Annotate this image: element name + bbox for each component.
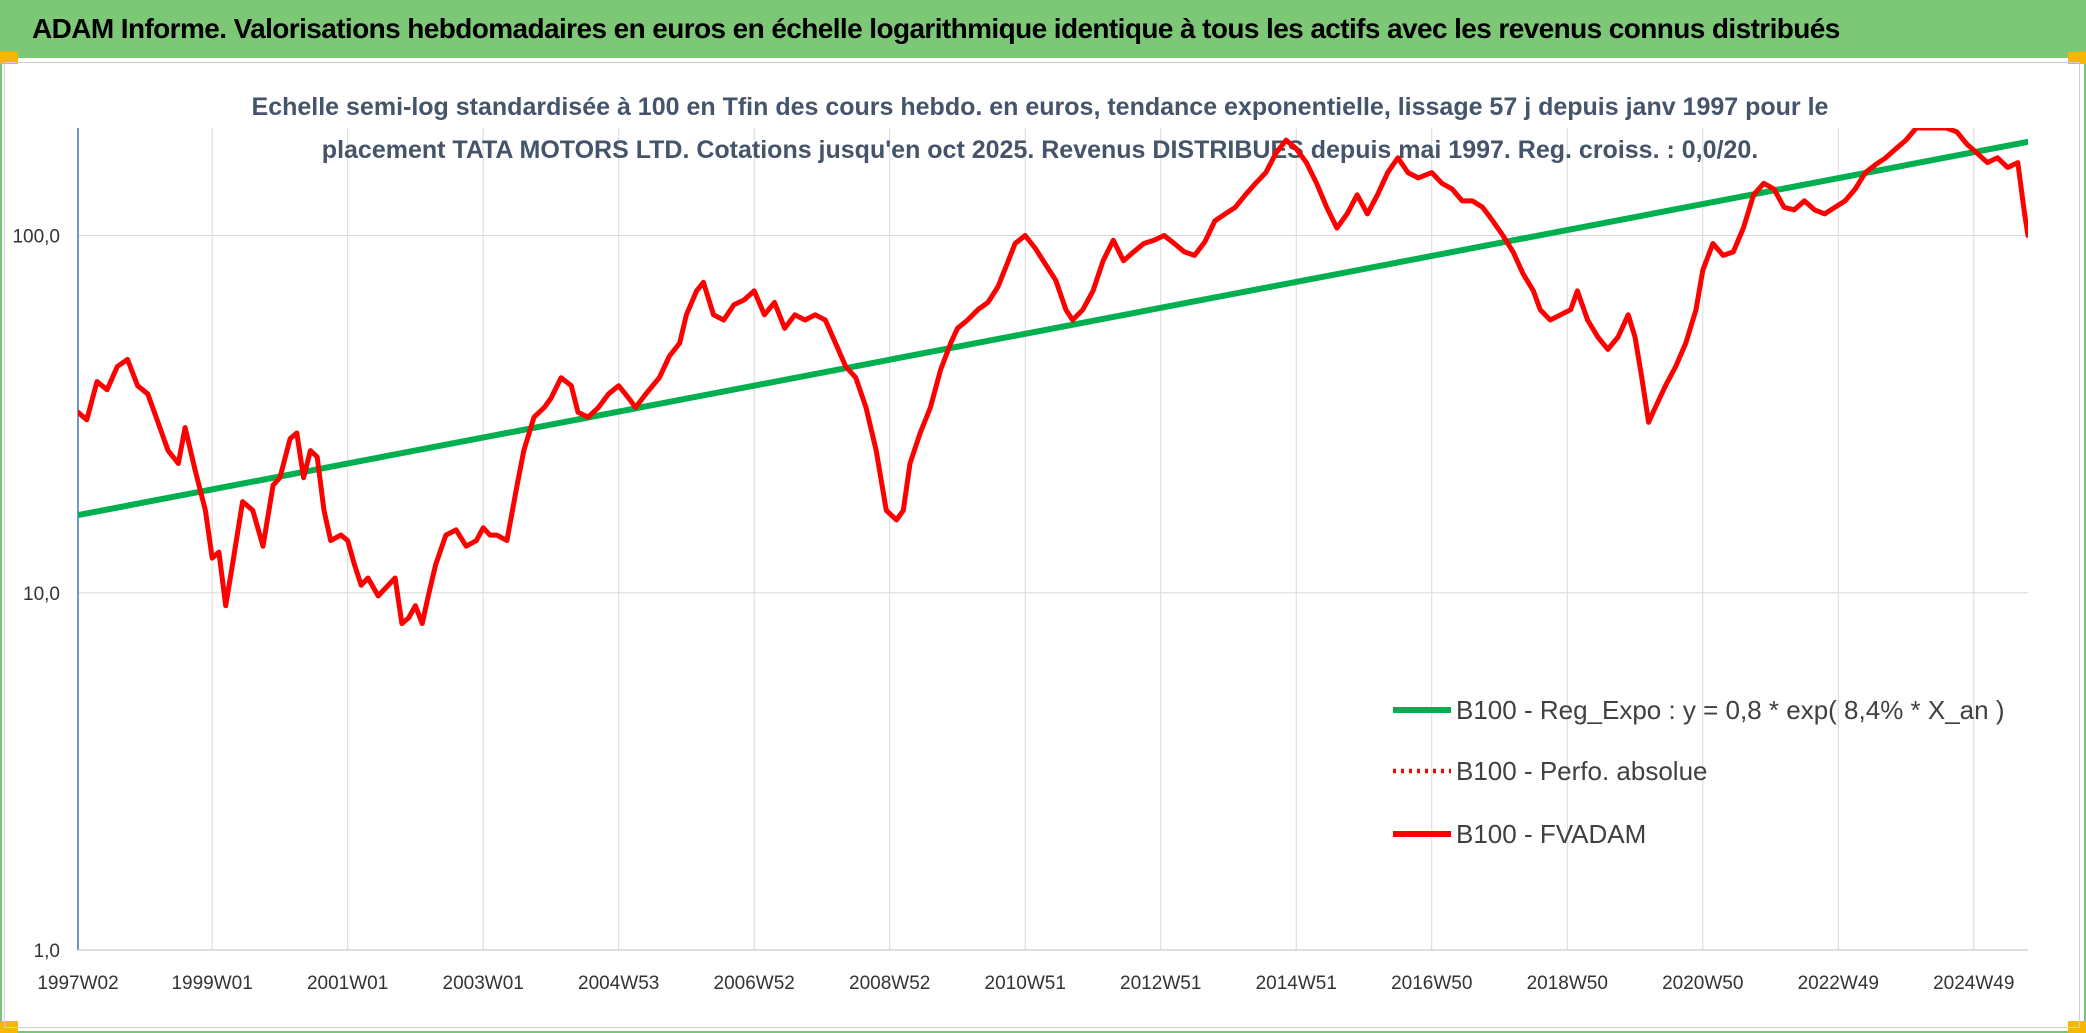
axes: 1997W02 1999W01 2001W01 2003W01 2004W53 2006W… <box>12 128 2028 994</box>
y-tick-label: 100,0 <box>12 227 60 248</box>
x-tick-label: 2004W53 <box>578 973 659 994</box>
legend: B100 - Reg_Expo : y = 0,8 * exp( 8,4% * … <box>1393 695 2005 849</box>
x-tick-label: 2016W50 <box>1391 973 1472 994</box>
x-tick-label: 1999W01 <box>171 973 252 994</box>
x-tick-label: 2020W50 <box>1662 973 1743 994</box>
legend-label-fvadam: B100 - FVADAM <box>1456 819 1646 849</box>
y-tick-label: 1,0 <box>34 941 60 962</box>
x-tick-label: 2012W51 <box>1120 973 1201 994</box>
x-tick-label: 2018W50 <box>1527 973 1608 994</box>
chart-title: Echelle semi-log standardisée à 100 en T… <box>252 93 1829 164</box>
x-tick-label: 2010W51 <box>985 973 1066 994</box>
corner-marker <box>2068 52 2086 64</box>
x-tick-label: 2022W49 <box>1798 973 1879 994</box>
chart-title-line-2: placement TATA MOTORS LTD. Cotations jus… <box>322 136 1758 164</box>
x-tick-label: 2003W01 <box>443 973 524 994</box>
report-title: ADAM Informe. Valorisations hebdomadaire… <box>32 13 1840 44</box>
x-tick-label: 2006W52 <box>714 973 795 994</box>
x-tick-label: 2024W49 <box>1933 973 2014 994</box>
corner-marker <box>0 52 18 64</box>
y-tick-label: 10,0 <box>23 584 60 605</box>
x-tick-label: 2014W51 <box>1256 973 1337 994</box>
legend-label-perfo-absolue: B100 - Perfo. absolue <box>1456 756 1708 786</box>
x-tick-label: 2008W52 <box>849 973 930 994</box>
report-header: ADAM Informe. Valorisations hebdomadaire… <box>0 0 2086 58</box>
chart-title-line-1: Echelle semi-log standardisée à 100 en T… <box>252 93 1829 121</box>
legend-label-regression: B100 - Reg_Expo : y = 0,8 * exp( 8,4% * … <box>1456 695 2005 725</box>
x-tick-label: 1997W02 <box>37 973 118 994</box>
regression-line <box>78 138 2028 519</box>
series-lines <box>78 128 2028 627</box>
x-tick-label: 2001W01 <box>307 973 388 994</box>
fvadam-series-line <box>78 128 2028 627</box>
chart-frame <box>4 62 2080 1028</box>
